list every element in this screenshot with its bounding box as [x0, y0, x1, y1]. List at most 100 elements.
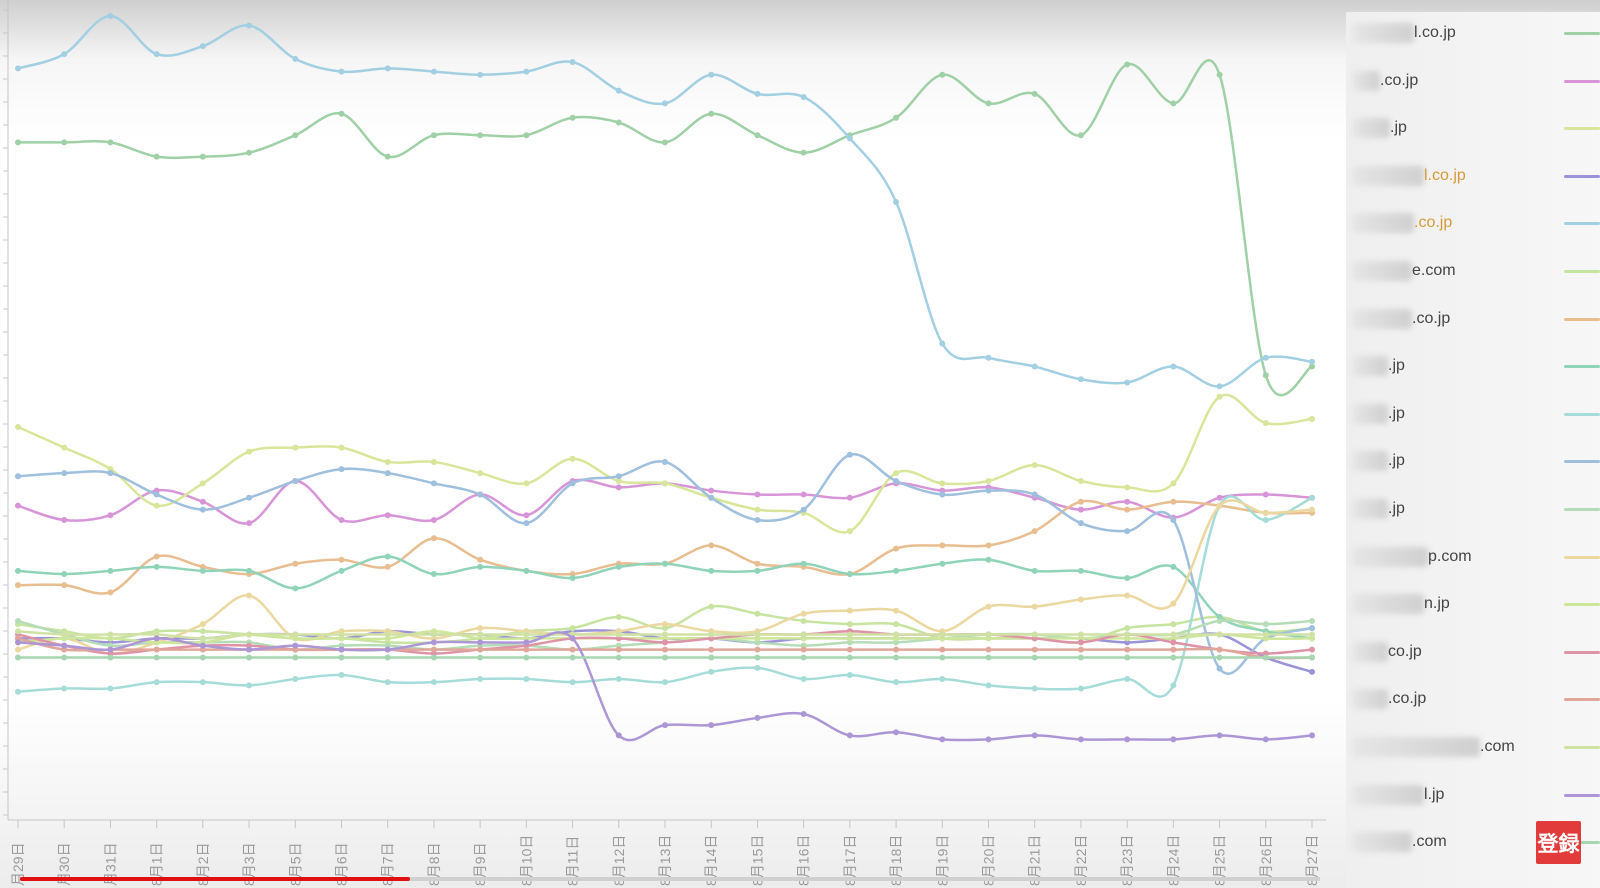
x-tick-label: 8月22日 — [1073, 835, 1089, 886]
legend-redaction — [1352, 546, 1428, 567]
legend-item[interactable]: n.jp — [1346, 583, 1600, 623]
data-point — [893, 646, 900, 653]
x-tick-labels: 月29日 月30日 月31日 8月1日 8月2日 8月3日 8月5日 8月6日 8月7日 8月8日… — [10, 820, 1320, 886]
register-button[interactable]: 登録 — [1536, 821, 1581, 864]
data-point — [477, 675, 484, 682]
data-point — [384, 631, 391, 638]
legend-item[interactable]: l.co.jp — [1346, 12, 1600, 52]
legend-item[interactable]: .co.jp — [1346, 202, 1600, 242]
x-tick-label: 8月17日 — [842, 835, 858, 886]
data-point — [754, 610, 761, 617]
legend-item[interactable]: .jp — [1346, 107, 1600, 147]
data-point — [1124, 654, 1131, 661]
legend-swatch — [1564, 555, 1600, 559]
data-point — [61, 685, 68, 692]
data-point — [338, 556, 345, 563]
x-tick-label: 月31日 — [102, 842, 118, 886]
legend-item[interactable]: co.jp — [1346, 631, 1600, 671]
data-point — [338, 516, 345, 523]
x-tick-label: 月30日 — [56, 842, 72, 886]
legend-item[interactable]: l.co.jp — [1346, 155, 1600, 195]
x-tick-label: 8月23日 — [1119, 835, 1135, 886]
legend-item[interactable]: .co.jp — [1346, 60, 1600, 100]
data-point — [615, 87, 622, 94]
data-point — [893, 198, 900, 205]
data-point — [107, 512, 114, 519]
data-point — [615, 473, 622, 480]
data-point — [477, 71, 484, 78]
legend-item[interactable]: .jp — [1346, 345, 1600, 385]
legend-item[interactable]: .com — [1346, 726, 1600, 766]
legend-item[interactable]: .jp — [1346, 393, 1600, 433]
data-point — [939, 560, 946, 567]
video-progress-fill — [20, 877, 410, 881]
data-point — [523, 567, 530, 574]
data-point — [246, 682, 253, 689]
series-8 — [15, 494, 1315, 698]
legend-label: .com — [1480, 738, 1515, 755]
data-point — [477, 556, 484, 563]
legend-item[interactable]: .co.jp — [1346, 298, 1600, 338]
data-point — [1309, 654, 1315, 661]
data-point — [939, 542, 946, 549]
series-line — [17, 499, 1313, 595]
data-point — [662, 560, 668, 567]
legend-swatch — [1564, 32, 1600, 35]
data-point — [1031, 654, 1038, 661]
data-point — [199, 153, 206, 160]
data-point — [1077, 631, 1084, 638]
x-tick-label: 8月20日 — [981, 835, 997, 886]
data-point — [1216, 617, 1223, 624]
data-point — [338, 567, 345, 574]
data-point — [1077, 654, 1084, 661]
data-point — [708, 646, 715, 653]
data-point — [477, 625, 484, 632]
data-point — [338, 110, 345, 117]
data-point — [523, 646, 530, 653]
data-point — [61, 642, 68, 649]
data-point — [1170, 100, 1177, 107]
series-line — [17, 631, 1313, 742]
data-point — [708, 110, 715, 117]
data-point — [893, 470, 900, 477]
legend-redaction — [1352, 737, 1480, 757]
data-point — [246, 592, 253, 599]
data-point — [292, 478, 299, 485]
data-point — [384, 679, 391, 686]
legend-item[interactable]: .jp — [1346, 440, 1600, 480]
data-point — [199, 628, 206, 635]
legend-redaction — [1352, 499, 1388, 519]
data-point — [107, 567, 114, 574]
video-progress-bar[interactable] — [20, 877, 1320, 881]
legend-item[interactable]: .com — [1346, 821, 1600, 861]
legend-item[interactable]: l.jp — [1346, 774, 1600, 814]
legend-label: .jp — [1388, 452, 1405, 470]
legend-swatch — [1564, 222, 1600, 226]
data-point — [199, 654, 206, 661]
data-point — [985, 487, 992, 494]
data-point — [985, 631, 992, 638]
data-point — [1216, 654, 1223, 661]
legend-item[interactable]: p.com — [1346, 536, 1600, 576]
data-point — [893, 729, 900, 736]
data-point — [1077, 498, 1084, 505]
legend-item[interactable]: .co.jp — [1346, 678, 1600, 718]
data-point — [662, 639, 668, 646]
data-point — [708, 631, 715, 638]
data-point — [985, 682, 992, 689]
data-point — [430, 516, 437, 523]
legend-item[interactable]: e.com — [1346, 250, 1600, 290]
legend: l.co.jp .co.jp .jp l.co.jp .co.jp e.com .co.jp… — [1346, 12, 1600, 888]
data-point — [292, 444, 299, 451]
x-tick-label: 8月18日 — [888, 835, 904, 886]
data-point — [1170, 639, 1177, 646]
data-point — [430, 679, 437, 686]
data-point — [338, 466, 345, 473]
legend-swatch — [1564, 603, 1600, 607]
data-point — [985, 603, 992, 610]
data-point — [569, 654, 576, 661]
data-point — [1170, 600, 1177, 607]
data-point — [754, 646, 761, 653]
data-point — [1170, 631, 1177, 638]
legend-item[interactable]: .jp — [1346, 488, 1600, 528]
